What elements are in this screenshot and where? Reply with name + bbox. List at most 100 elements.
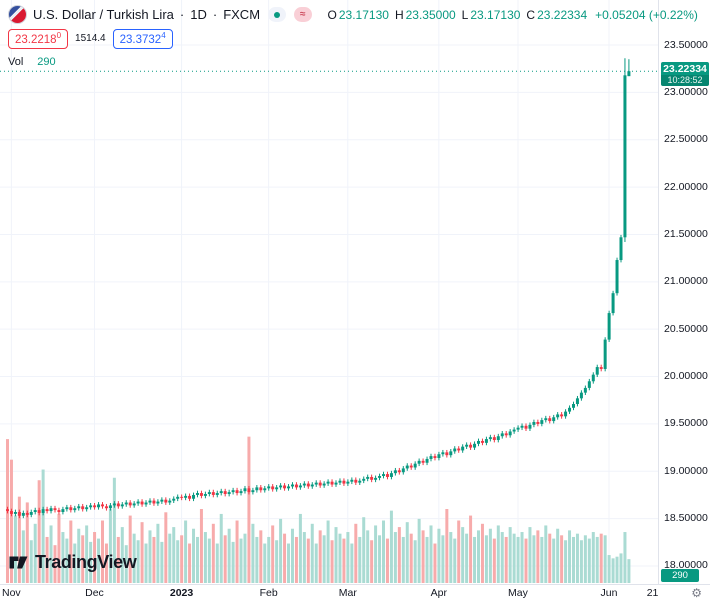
volume-bar: [287, 543, 291, 583]
volume-bar: [397, 527, 401, 583]
gear-icon[interactable]: ⚙: [691, 586, 702, 600]
candle-body: [504, 433, 508, 436]
volume-bar: [294, 536, 298, 583]
volume-bar: [192, 528, 196, 583]
volume-bar: [85, 525, 89, 583]
candle-body: [508, 431, 512, 436]
time-axis[interactable]: ⚙ Nov Dec 2023 Feb Mar Apr May Jun 21: [0, 584, 710, 600]
candle-body: [9, 511, 13, 514]
volume-bar: [235, 520, 239, 583]
time-tick-label: Apr: [430, 587, 447, 599]
candle-body: [21, 512, 25, 516]
candle-body: [231, 490, 235, 493]
candle-body: [627, 71, 631, 77]
volume-bar: [176, 540, 180, 583]
volume-bar: [77, 528, 81, 583]
candle-body: [188, 495, 192, 499]
volume-bar: [496, 525, 500, 583]
tradingview-logo[interactable]: TradingView: [8, 552, 137, 573]
volume-bar: [338, 533, 342, 583]
candle-body: [25, 512, 29, 515]
candle-body: [306, 483, 310, 487]
sell-button[interactable]: 23.22180: [8, 29, 69, 49]
candle-body: [259, 487, 263, 491]
candle-body: [168, 500, 172, 503]
volume-bar: [382, 520, 386, 583]
volume-bar: [556, 528, 560, 583]
volume-bar: [378, 535, 382, 583]
delayed-data-button[interactable]: ≈: [294, 7, 312, 22]
price-chart[interactable]: [0, 0, 658, 584]
volume-bar: [449, 532, 453, 583]
candle-body: [57, 510, 61, 513]
candle-body: [437, 454, 441, 459]
candle-body: [393, 470, 397, 474]
volume-bar: [247, 436, 251, 583]
volume-bar: [61, 532, 65, 583]
volume-bar: [318, 530, 322, 583]
candle-body: [334, 482, 338, 485]
candle-body: [520, 425, 524, 428]
volume-bar: [433, 543, 437, 583]
volume-bar: [81, 535, 85, 583]
close-label: C: [526, 7, 536, 22]
interval-button[interactable]: 1D: [190, 7, 207, 22]
price-tick-label: 19.00000: [664, 464, 708, 477]
candle-body: [267, 486, 271, 489]
candle-body: [397, 470, 401, 473]
candle-body: [611, 293, 615, 314]
volume-bar: [65, 538, 69, 583]
price-tick-label: 19.50000: [664, 417, 708, 430]
volume-bar: [45, 536, 49, 583]
volume-indicator-legend: Vol 290: [8, 56, 698, 68]
price-axis[interactable]: 23.50000 23.00000 22.50000 22.00000 21.50000…: [658, 0, 710, 584]
volume-bar: [302, 532, 306, 583]
candle-body: [172, 498, 176, 501]
candle-body: [362, 478, 366, 481]
volume-bar: [25, 502, 29, 583]
candle-body: [263, 488, 267, 491]
price-tick-label: 22.00000: [664, 180, 708, 193]
buy-button[interactable]: 23.37324: [112, 29, 173, 49]
candle-body: [132, 503, 136, 506]
volume-bar: [354, 523, 358, 583]
volume-bar: [152, 536, 156, 583]
volume-bar: [215, 543, 219, 583]
volume-bar: [405, 522, 409, 583]
volume-bar: [37, 480, 41, 583]
time-tick-label: 2023: [169, 587, 194, 599]
candle-body: [342, 480, 346, 484]
volume-label: Vol: [8, 55, 24, 68]
candle-body: [65, 507, 69, 510]
candle-body: [492, 437, 496, 441]
volume-bar: [164, 512, 168, 583]
candle-body: [199, 493, 203, 496]
volume-bar: [53, 545, 57, 583]
volume-bar: [17, 496, 21, 583]
candle-body: [176, 496, 180, 499]
volume-bar: [89, 541, 93, 583]
market-status-button[interactable]: [268, 7, 287, 22]
candle-body: [298, 485, 302, 488]
candle-body: [370, 476, 374, 480]
candle-body: [192, 494, 196, 499]
volume-bar: [564, 540, 568, 583]
volume-bar: [500, 532, 504, 583]
candle-body: [247, 488, 251, 493]
volume-bar: [465, 533, 469, 583]
candle-body: [326, 481, 330, 484]
candle-body: [425, 458, 429, 463]
volume-bar: [9, 459, 13, 583]
symbol-title-button[interactable]: U.S. Dollar / Turkish Lira: [33, 7, 174, 22]
price-tick-label: 18.50000: [664, 512, 708, 525]
volume-bar: [263, 543, 267, 583]
candle-body: [283, 485, 287, 489]
volume-bar: [33, 523, 37, 583]
candle-body: [374, 477, 378, 480]
volume-bar: [140, 522, 144, 583]
candle-body: [401, 468, 405, 473]
candle-body: [480, 440, 484, 443]
volume-bar: [108, 509, 112, 583]
candle-body: [413, 463, 417, 468]
candle-body: [477, 440, 481, 444]
